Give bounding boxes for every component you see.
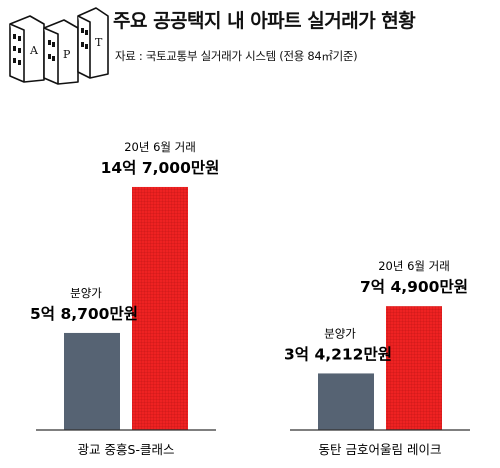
bar-caption-0-1: 분양가	[324, 326, 356, 340]
bar-trade-1	[386, 306, 442, 430]
data-label-0-0: 5억 8,700만원	[30, 304, 138, 323]
svg-text:A: A	[29, 44, 39, 57]
svg-text:T: T	[95, 36, 103, 49]
data-label-0-1: 3억 4,212만원	[284, 344, 392, 363]
bar-presale-1	[318, 373, 374, 430]
bar-caption-0-0: 분양가	[70, 286, 102, 300]
bar-trade-0	[132, 186, 188, 430]
data-label-1-0: 14억 7,000만원	[101, 158, 220, 177]
x-tick-label-1: 동탄 금호어울림 레이크	[319, 442, 442, 457]
page-title: 주요 공공택지 내 아파트 실거래가 현황	[113, 10, 416, 32]
bar-caption-1-1: 20년 6월 거래	[378, 259, 450, 273]
bar-presale-0	[64, 332, 120, 430]
source-note: 자료 : 국토교통부 실거래가 시스템 (전용 84㎡기준)	[115, 49, 358, 63]
data-label-1-1: 7억 4,900만원	[360, 277, 468, 296]
bar-caption-1-0: 20년 6월 거래	[124, 140, 196, 154]
x-tick-label-0: 광교 중흥S-클래스	[78, 442, 175, 457]
apartment-building-icon: A P T	[9, 7, 109, 85]
svg-text:P: P	[63, 48, 71, 61]
